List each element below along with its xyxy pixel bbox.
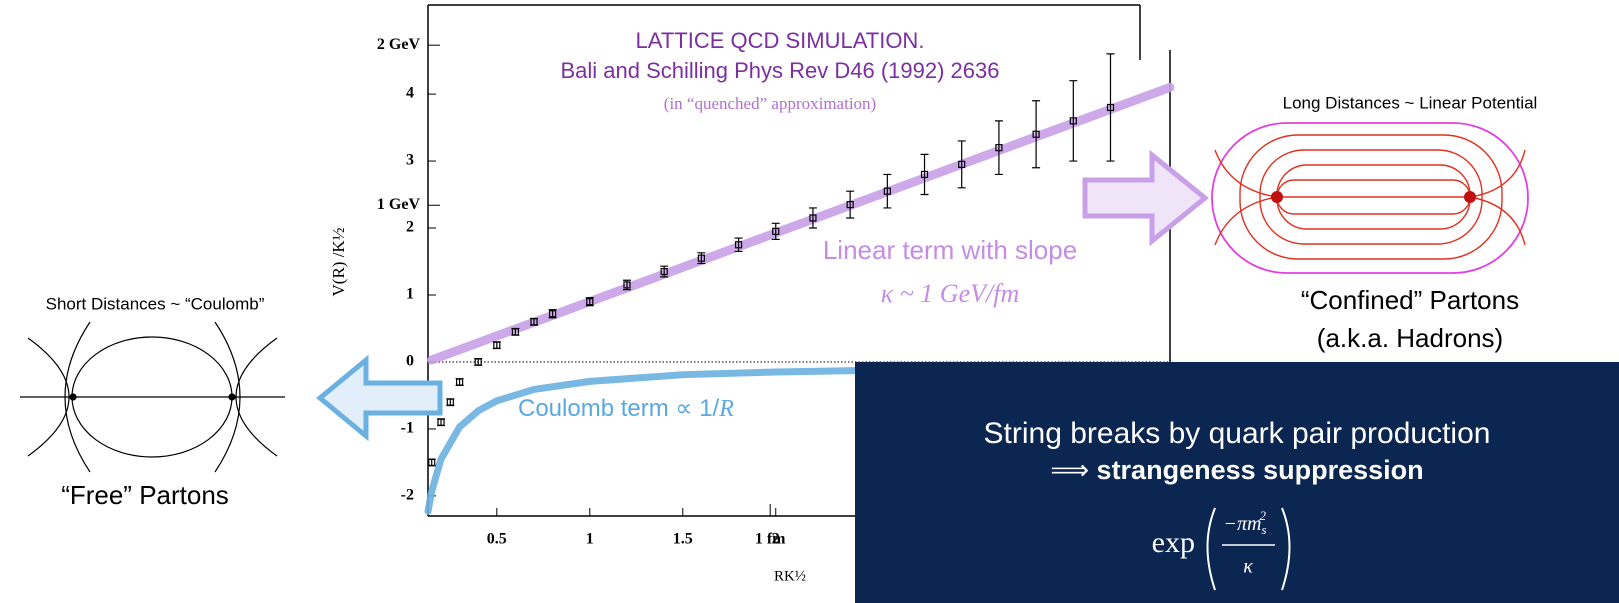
panel-caption: “Free” Partons — [61, 480, 229, 510]
numerator-base: −πm — [1223, 513, 1261, 535]
chart-subtitle: Bali and Schilling Phys Rev D46 (1992) 2… — [560, 58, 999, 83]
fit-label: Linear term with slope — [823, 235, 1077, 265]
denominator: κ — [1243, 556, 1253, 578]
data-point — [734, 241, 743, 249]
chart-title: LATTICE QCD SIMULATION. — [636, 28, 925, 53]
callout-box — [855, 362, 1619, 603]
y-tick-label: -1 — [401, 420, 414, 437]
fit-label-text: Coulomb term ∝ 1/ — [518, 395, 720, 422]
panel-title: Long Distances ~ Linear Potential — [1283, 93, 1538, 112]
chart-note: (in “quenched” approximation) — [664, 94, 876, 113]
error-bar — [994, 120, 1003, 176]
fit-formula: κ ~ 1 GeV/fm — [881, 279, 1019, 308]
data-point — [530, 318, 538, 326]
x-tick-label: 0.5 — [487, 531, 507, 548]
x-tick-label: 1 — [586, 531, 594, 548]
y-secondary-tick-label: 2 GeV — [377, 36, 421, 53]
data-point — [1032, 130, 1040, 138]
error-bar — [957, 140, 966, 189]
arrow-left — [316, 354, 443, 442]
y-tick-label: 4 — [406, 85, 414, 102]
panel-caption: “Confined” Partons — [1301, 285, 1519, 315]
y-tick-label: -2 — [401, 487, 414, 504]
error-bar — [1032, 100, 1041, 169]
data-point — [493, 341, 501, 349]
data-point — [809, 214, 817, 222]
data-point — [548, 310, 557, 318]
panel-caption: (a.k.a. Hadrons) — [1317, 323, 1503, 353]
data-point — [446, 398, 454, 406]
error-bar — [1106, 53, 1115, 162]
data-point — [883, 187, 891, 195]
superscript: 2 — [1260, 508, 1267, 523]
data-point — [772, 227, 780, 235]
x-axis-label: RK½ — [774, 568, 806, 584]
x-tick-label: 2 — [772, 531, 780, 548]
data-point — [623, 281, 631, 289]
data-point — [995, 144, 1003, 152]
callout-text: ⟹ strangeness suppression — [1050, 455, 1423, 485]
fit-label: Coulomb term ∝ 1/R — [518, 395, 734, 422]
data-point — [428, 458, 436, 467]
data-point — [456, 378, 464, 386]
subscript: s — [1261, 522, 1266, 537]
error-bar — [808, 207, 817, 229]
arrow-right — [1082, 149, 1209, 247]
callout-text: String breaks by quark pair production — [984, 417, 1491, 450]
formula-function: exp — [1152, 526, 1195, 559]
error-bar — [771, 222, 780, 241]
x-secondary-tick-label: 1 fm — [755, 531, 786, 548]
implies: ⟹ — [1050, 455, 1089, 485]
data-point — [1069, 117, 1077, 125]
coulomb-diagram — [20, 321, 285, 473]
data-point — [920, 170, 929, 179]
data-point — [660, 267, 668, 276]
fit-line — [424, 363, 1174, 515]
y-axis-label: V(R) /K½ — [329, 227, 348, 296]
y-tick-label: 3 — [406, 152, 414, 169]
y-tick-label: 0 — [406, 353, 414, 370]
error-bar — [846, 190, 855, 219]
y-secondary-tick-label: 1 GeV — [377, 196, 421, 213]
numerator: −πms2 — [1223, 508, 1266, 537]
data-point — [586, 298, 594, 306]
data-point — [697, 254, 705, 262]
x-tick-label: 1.5 — [673, 531, 693, 548]
y-tick-label: 2 — [406, 219, 414, 236]
hadron-diagram — [1211, 122, 1529, 274]
callout-strong: strangeness suppression — [1097, 455, 1424, 485]
data-point — [846, 200, 854, 209]
parens — [1206, 507, 1291, 591]
y-tick-label: 1 — [406, 286, 414, 303]
error-bar — [734, 237, 743, 253]
error-bar — [883, 173, 892, 209]
fit-formula: R — [718, 396, 734, 422]
data-point — [511, 328, 520, 336]
panel-title: Short Distances ~ “Coulomb” — [46, 294, 265, 313]
formula: exp −πms2 κ — [1152, 507, 1291, 591]
data-point — [474, 358, 482, 366]
plot: -2 -1 0 1 2 3 4 0.5 1 1.5 2 2 GeV 1 GeV 1 fm — [377, 36, 1175, 548]
data-point — [1106, 103, 1115, 112]
error-bar — [920, 153, 929, 196]
error-bar — [1069, 80, 1078, 162]
data-point — [958, 160, 966, 168]
data-point — [437, 418, 445, 426]
fit-line — [427, 82, 1175, 365]
